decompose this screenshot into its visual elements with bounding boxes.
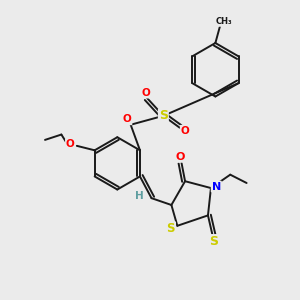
- Text: S: S: [209, 235, 218, 248]
- Text: S: S: [159, 109, 168, 122]
- Text: O: O: [141, 88, 150, 98]
- Text: O: O: [176, 152, 185, 162]
- Text: O: O: [66, 140, 75, 149]
- Text: O: O: [123, 114, 131, 124]
- Text: N: N: [212, 182, 221, 192]
- Text: H: H: [135, 191, 143, 201]
- Text: S: S: [167, 222, 175, 235]
- Text: O: O: [181, 126, 189, 136]
- Text: CH₃: CH₃: [215, 17, 232, 26]
